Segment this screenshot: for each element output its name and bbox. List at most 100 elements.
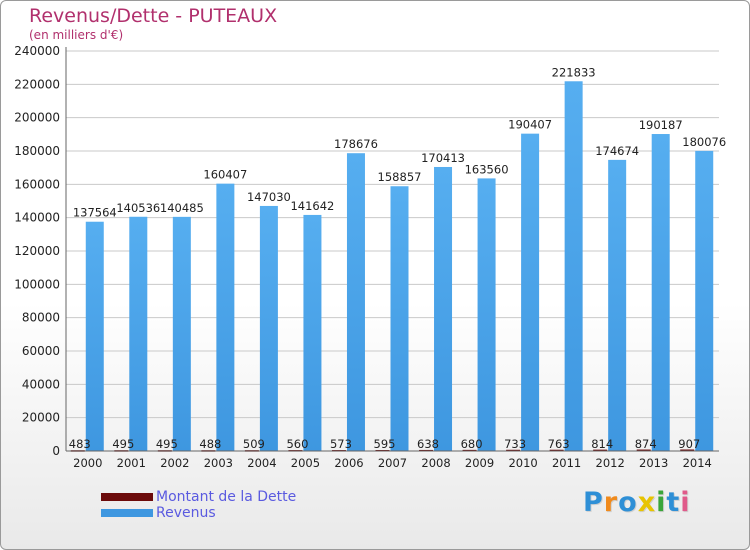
chart-subtitle: (en milliers d'€) <box>29 28 124 42</box>
x-tick-label: 2009 <box>465 456 494 470</box>
bar-debt <box>636 449 651 452</box>
x-tick-label: 2001 <box>117 456 146 470</box>
data-label-revenue: 160407 <box>203 168 247 182</box>
legend-swatch-debt <box>101 492 153 501</box>
bar-revenue <box>346 153 365 451</box>
x-tick-label: 2008 <box>421 456 450 470</box>
bar-revenue <box>172 216 191 451</box>
data-label-debt: 573 <box>330 437 352 451</box>
legend-label-revenue: Revenus <box>156 504 216 521</box>
bar-revenue <box>129 216 148 451</box>
y-tick-label: 240000 <box>14 44 60 58</box>
bars: 483 137564 495 140536 495 140485 488 160407 509 1… <box>69 65 726 452</box>
data-label-revenue: 190187 <box>639 118 683 132</box>
data-label-debt: 509 <box>243 437 265 451</box>
data-label-revenue: 158857 <box>378 170 422 184</box>
data-label-revenue: 221833 <box>552 65 596 79</box>
logo-letter: t <box>666 487 681 518</box>
data-label-debt: 488 <box>199 437 221 451</box>
y-tick-label: 20000 <box>22 411 60 425</box>
y-tick-label: 160000 <box>14 177 60 191</box>
bar-debt <box>680 449 695 451</box>
chart-title: Revenus/Dette - PUTEAUX <box>29 5 278 27</box>
legend-item-debt: Montant de la Dette <box>101 486 297 505</box>
logo-letter: r <box>603 487 619 518</box>
y-tick-label: 80000 <box>22 311 60 325</box>
bar-revenue <box>390 186 409 451</box>
data-label-debt: 483 <box>69 437 91 451</box>
data-label-debt: 814 <box>591 437 613 451</box>
bar-debt <box>593 449 608 452</box>
x-tick-label: 2004 <box>247 456 276 470</box>
data-label-debt: 680 <box>461 437 483 451</box>
y-tick-label: 0 <box>52 444 60 458</box>
proxiti-logo: Proxiti <box>583 487 691 518</box>
data-label-revenue: 190407 <box>508 118 552 132</box>
data-label-debt: 733 <box>504 437 526 451</box>
y-tick-label: 200000 <box>14 111 60 125</box>
data-label-revenue: 140536 <box>116 201 160 215</box>
data-label-debt: 560 <box>286 437 308 451</box>
legend: Montant de la Dette Revenus <box>101 486 297 521</box>
data-label-revenue: 141642 <box>290 199 334 213</box>
logo-letter: o <box>618 487 638 518</box>
data-label-revenue: 137564 <box>73 206 117 220</box>
data-label-revenue: 178676 <box>334 137 378 151</box>
data-label-debt: 495 <box>156 437 178 451</box>
legend-swatch-revenue <box>101 508 153 517</box>
bar-revenue <box>521 133 540 451</box>
y-axis-ticks: 0 20000 40000 60000 80000 100000 120000 140000 1… <box>14 44 60 458</box>
logo-letter: i <box>680 487 691 518</box>
y-tick-label: 40000 <box>22 377 60 391</box>
legend-label-debt: Montant de la Dette <box>156 488 297 505</box>
bar-revenue <box>85 221 104 451</box>
data-label-debt: 907 <box>678 437 700 451</box>
x-tick-label: 2011 <box>552 456 581 470</box>
x-tick-label: 2014 <box>683 456 712 470</box>
bar-debt <box>549 449 564 452</box>
y-tick-label: 220000 <box>14 77 60 91</box>
x-tick-label: 2002 <box>160 456 189 470</box>
bar-revenue <box>564 81 583 452</box>
bar-revenue <box>608 159 627 452</box>
x-tick-label: 2000 <box>73 456 102 470</box>
legend-item-revenue: Revenus <box>101 502 296 521</box>
bar-revenue <box>695 150 714 451</box>
data-label-revenue: 147030 <box>247 190 291 204</box>
data-label-revenue: 180076 <box>682 135 726 149</box>
bar-revenue <box>303 214 322 451</box>
bar-revenue <box>216 183 235 451</box>
x-tick-label: 2013 <box>639 456 668 470</box>
data-label-revenue: 170413 <box>421 151 465 165</box>
data-label-revenue: 140485 <box>160 201 204 215</box>
bar-revenue <box>477 178 496 451</box>
x-tick-label: 2006 <box>334 456 363 470</box>
y-tick-label: 140000 <box>14 211 60 225</box>
logo-letter: x <box>637 487 657 518</box>
data-label-debt: 638 <box>417 437 439 451</box>
x-tick-label: 2003 <box>204 456 233 470</box>
data-label-debt: 874 <box>635 437 657 451</box>
x-axis-ticks: 2000 2001 2002 2003 2004 2005 2006 2007 2008 2009… <box>73 456 712 470</box>
bar-revenue <box>651 134 670 451</box>
y-tick-label: 100000 <box>14 277 60 291</box>
bar-revenue <box>259 205 278 451</box>
logo-letter: i <box>656 487 667 518</box>
axes <box>65 47 719 452</box>
data-label-revenue: 163560 <box>465 162 509 176</box>
bar-revenue <box>434 166 453 451</box>
data-label-debt: 495 <box>112 437 134 451</box>
y-tick-label: 180000 <box>14 144 60 158</box>
logo-letter: P <box>583 487 604 518</box>
x-tick-label: 2005 <box>291 456 320 470</box>
x-tick-label: 2010 <box>508 456 537 470</box>
data-label-debt: 595 <box>374 437 396 451</box>
y-tick-label: 60000 <box>22 344 60 358</box>
y-tick-label: 120000 <box>14 244 60 258</box>
data-label-debt: 763 <box>548 437 570 451</box>
data-label-revenue: 174674 <box>595 144 639 158</box>
x-tick-label: 2007 <box>378 456 407 470</box>
x-tick-label: 2012 <box>596 456 625 470</box>
